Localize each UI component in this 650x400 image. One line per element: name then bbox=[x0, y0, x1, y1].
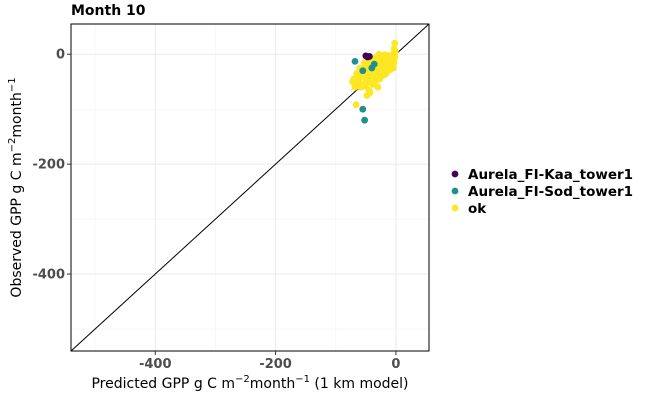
x-axis-ticks: -400 -200 0 bbox=[139, 351, 400, 372]
legend-label: Aurela_FI-Sod_tower1 bbox=[468, 184, 633, 200]
data-point bbox=[359, 105, 367, 113]
x-axis-title-mid: month bbox=[250, 376, 295, 392]
data-point bbox=[391, 39, 399, 47]
x-tick-label: -200 bbox=[259, 357, 292, 372]
data-points bbox=[349, 39, 399, 124]
data-point bbox=[359, 67, 367, 75]
data-point bbox=[374, 83, 382, 91]
x-axis-title: Predicted GPP g C m−2month−1 (1 km model… bbox=[91, 374, 408, 392]
x-axis-title-main: Predicted GPP g C m bbox=[91, 376, 235, 392]
legend-label: ok bbox=[468, 201, 487, 217]
plot-panel-border bbox=[70, 23, 430, 352]
data-point bbox=[351, 57, 359, 65]
data-point bbox=[375, 50, 383, 58]
y-tick-label: -400 bbox=[32, 268, 65, 283]
chart-title: Month 10 bbox=[71, 3, 146, 19]
legend: Aurela_FI-Kaa_tower1Aurela_FI-Sod_tower1… bbox=[451, 167, 633, 217]
y-axis-ticks: 0 -200 -400 bbox=[32, 48, 71, 283]
data-point bbox=[366, 53, 373, 60]
data-point bbox=[364, 79, 372, 87]
x-axis-title-sup1: −2 bbox=[235, 374, 250, 385]
y-tick-label: -200 bbox=[32, 158, 65, 173]
x-axis-title-sup2: −1 bbox=[295, 374, 310, 385]
legend-key bbox=[451, 170, 459, 178]
data-point bbox=[355, 73, 363, 81]
data-point bbox=[366, 89, 374, 97]
data-point bbox=[352, 101, 360, 109]
x-tick-label: 0 bbox=[391, 357, 400, 372]
data-point bbox=[361, 116, 369, 124]
data-point bbox=[370, 60, 378, 68]
y-axis-title-sup1: −2 bbox=[7, 138, 18, 153]
legend-key bbox=[451, 187, 459, 195]
y-tick-label: 0 bbox=[56, 48, 65, 63]
y-axis-title-sup2: −1 bbox=[7, 77, 18, 92]
x-tick-label: -400 bbox=[139, 357, 172, 372]
y-axis-title-main: Observed GPP g C m bbox=[9, 152, 25, 297]
data-point bbox=[381, 51, 388, 59]
y-axis-title: Observed GPP g C m−2month−1 bbox=[7, 77, 25, 297]
legend-label: Aurela_FI-Kaa_tower1 bbox=[468, 167, 633, 183]
x-axis-title-tail: (1 km model) bbox=[310, 376, 409, 392]
y-axis-title-mid: month bbox=[9, 92, 25, 137]
data-point bbox=[388, 55, 396, 63]
legend-key bbox=[451, 204, 459, 212]
